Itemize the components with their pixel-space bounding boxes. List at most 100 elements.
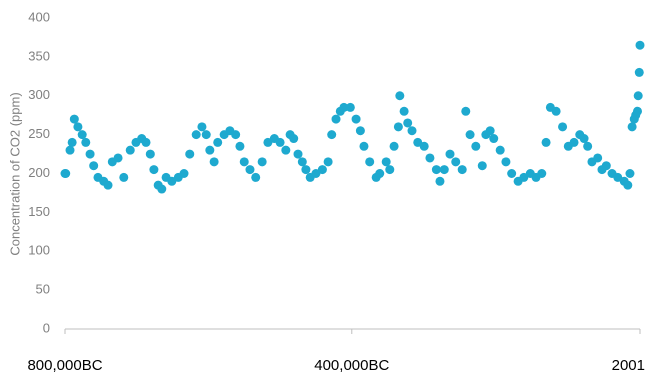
point: [558, 122, 568, 132]
point: [407, 126, 417, 136]
point: [213, 137, 223, 147]
point: [465, 130, 475, 140]
point: [471, 141, 481, 151]
point: [395, 91, 405, 101]
point: [495, 145, 505, 155]
point: [263, 137, 273, 147]
point: [593, 153, 603, 163]
y-tick-label: 50: [36, 282, 50, 297]
point: [569, 137, 579, 147]
point: [625, 169, 635, 178]
point: [489, 134, 499, 144]
x-tick-label: 400,000BC: [314, 357, 389, 374]
point: [191, 130, 201, 140]
point: [634, 67, 644, 77]
point: [385, 165, 395, 175]
point: [301, 165, 311, 175]
point: [351, 114, 361, 124]
point: [393, 122, 403, 132]
point: [457, 165, 467, 175]
point: [167, 176, 177, 186]
point: [205, 145, 215, 155]
point: [359, 141, 369, 151]
point: [323, 157, 333, 167]
point: [355, 126, 365, 136]
point: [81, 137, 91, 147]
point: [201, 130, 211, 140]
point: [381, 157, 391, 167]
point: [73, 122, 83, 132]
point: [345, 102, 355, 112]
point: [403, 118, 413, 128]
point: [119, 172, 129, 182]
point: [635, 40, 645, 50]
point: [85, 149, 95, 159]
point: [583, 141, 593, 151]
x-tick-label: 800,000BC: [27, 357, 102, 374]
point: [419, 141, 429, 151]
point: [365, 157, 375, 167]
point: [149, 165, 159, 175]
point: [113, 153, 123, 163]
y-tick-label: 250: [28, 126, 50, 141]
point: [185, 149, 195, 159]
point: [439, 165, 449, 175]
point: [425, 153, 435, 163]
point: [627, 122, 637, 132]
point: [245, 165, 255, 175]
point: [125, 145, 135, 155]
point: [239, 157, 249, 167]
point: [197, 122, 207, 132]
y-tick-label: 400: [28, 9, 50, 24]
point: [69, 114, 79, 124]
point: [445, 149, 455, 159]
point: [209, 157, 219, 167]
point: [613, 172, 623, 182]
point: [297, 157, 307, 167]
x-tick-label: 2001: [612, 357, 645, 374]
point: [339, 102, 349, 112]
point: [451, 157, 461, 167]
point: [623, 180, 633, 190]
point: [485, 126, 495, 136]
y-tick-label: 300: [28, 87, 50, 102]
point: [231, 130, 241, 140]
point: [327, 130, 337, 140]
point: [281, 145, 291, 155]
point: [257, 157, 267, 167]
point: [431, 165, 441, 175]
point: [61, 169, 71, 178]
point: [507, 169, 517, 178]
point: [389, 141, 399, 151]
y-tick-label: 200: [28, 165, 50, 180]
point: [477, 161, 487, 171]
point: [632, 106, 642, 116]
y-tick-label: 150: [28, 204, 50, 219]
point: [551, 106, 561, 116]
point: [235, 141, 245, 151]
point: [251, 172, 261, 182]
point: [77, 130, 87, 140]
point: [65, 145, 75, 155]
point: [145, 149, 155, 159]
point: [435, 176, 445, 186]
point: [317, 165, 327, 175]
point: [519, 172, 529, 182]
y-axis-label: Concentration of CO2 (ppm): [7, 92, 22, 255]
point: [141, 137, 151, 147]
point: [89, 161, 99, 171]
point: [461, 106, 471, 116]
point: [579, 134, 589, 144]
point: [103, 180, 113, 190]
y-tick-label: 350: [28, 48, 50, 63]
point: [601, 161, 611, 171]
point: [179, 169, 189, 178]
point: [293, 149, 303, 159]
point: [537, 169, 547, 178]
point: [375, 169, 385, 178]
y-tick-label: 0: [43, 320, 50, 335]
point: [67, 137, 77, 147]
point: [311, 169, 321, 178]
